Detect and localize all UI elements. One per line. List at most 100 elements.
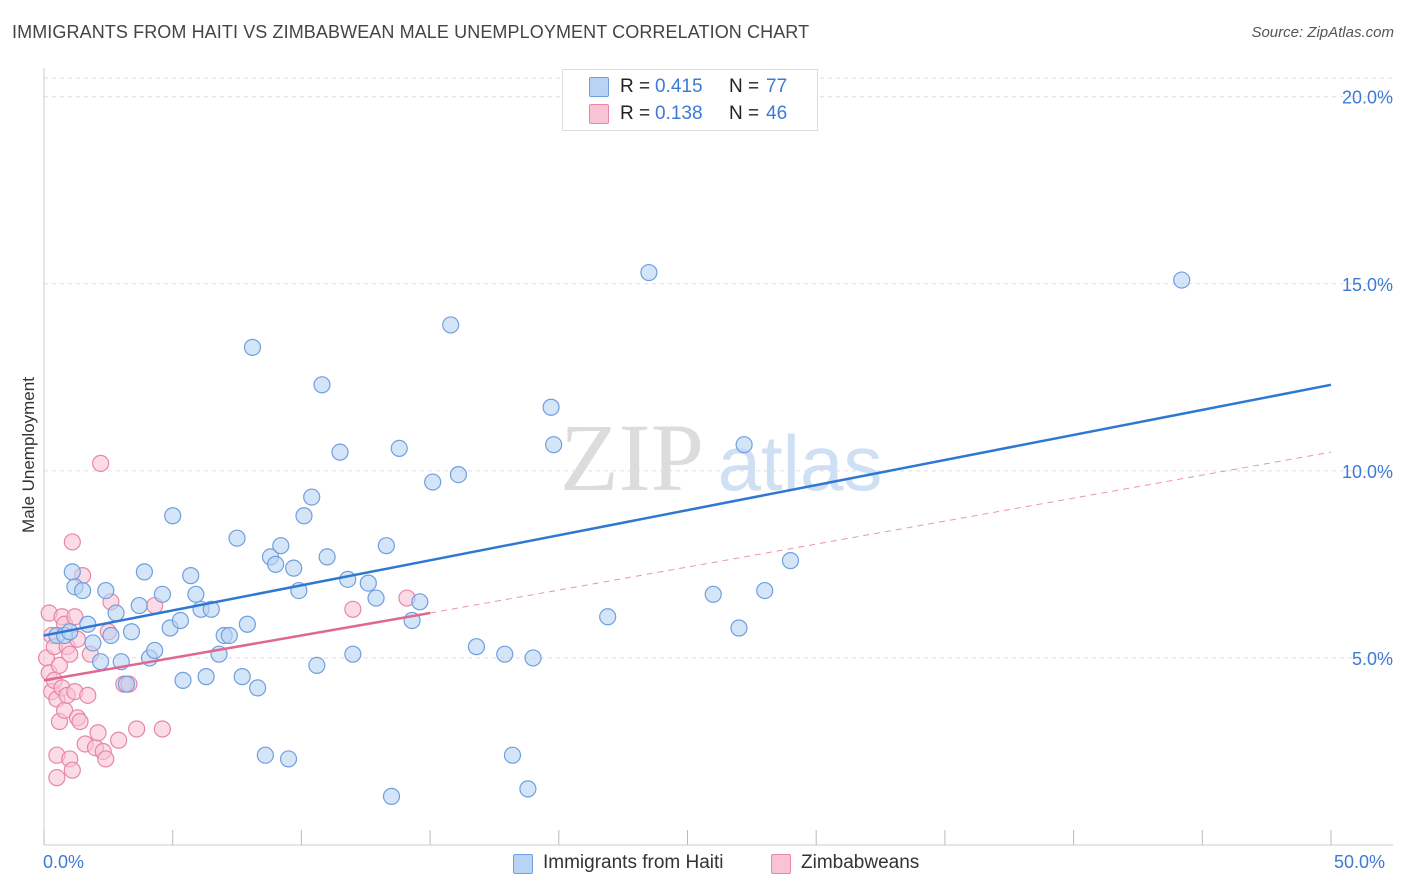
haiti-point: [220, 626, 238, 645]
haiti-point: [187, 585, 205, 603]
zimbabwean-point: [110, 731, 128, 749]
watermark-zip: ZIP: [560, 404, 704, 511]
haiti-point: [146, 641, 164, 660]
haiti-point: [781, 552, 800, 570]
y-tick-label: 20.0%: [1342, 88, 1393, 108]
zimbabwean-point: [61, 645, 79, 663]
legend-swatch-zimbabweans: [589, 104, 609, 124]
haiti-trendline: [43, 383, 1332, 637]
gridlines: [44, 77, 1393, 659]
chart-title: IMMIGRANTS FROM HAITI VS ZIMBABWEAN MALE…: [12, 22, 810, 42]
haiti-point: [256, 746, 274, 764]
haiti-point: [467, 638, 486, 656]
zimbabwean-point: [50, 656, 69, 675]
haiti-point: [117, 675, 135, 693]
haiti-point: [92, 653, 110, 671]
haiti-points: [48, 263, 1191, 805]
legend-swatch-haiti: [589, 77, 609, 97]
haiti-point: [640, 263, 658, 282]
bottom-legend-swatch-zimbabweans: [771, 854, 791, 874]
y-tick-label: 15.0%: [1342, 275, 1393, 295]
legend-n-label: N =: [729, 76, 760, 97]
haiti-point: [542, 398, 560, 416]
zimbabwean-point: [71, 712, 89, 731]
haiti-point: [135, 563, 153, 581]
bottom-legend-label-haiti: Immigrants from Haiti: [543, 852, 724, 873]
haiti-point: [377, 537, 395, 555]
haiti-point: [122, 623, 141, 641]
zimbabwean-point: [48, 769, 66, 787]
haiti-point: [303, 488, 321, 506]
haiti-point: [102, 626, 120, 645]
bottom-legend-label-zimbabweans: Zimbabweans: [801, 852, 920, 873]
haiti-point: [174, 671, 192, 689]
haiti-point: [295, 507, 313, 525]
haiti-point: [545, 436, 563, 454]
haiti-point: [97, 581, 115, 600]
haiti-point: [272, 537, 290, 555]
haiti-point: [318, 548, 336, 566]
zimbabwean-point: [66, 608, 84, 626]
legend-r-label: R =: [620, 103, 651, 124]
haiti-point: [233, 668, 251, 686]
haiti-point: [313, 376, 331, 394]
haiti-point: [267, 555, 285, 573]
haiti-point: [308, 656, 326, 675]
haiti-point: [84, 634, 102, 652]
haiti-point: [130, 596, 148, 615]
haiti-point: [704, 585, 722, 603]
legend-r-value: 0.138: [655, 103, 703, 124]
haiti-point: [524, 649, 542, 667]
watermark-atlas: atlas: [718, 419, 883, 507]
haiti-point: [1173, 271, 1191, 289]
haiti-point: [63, 563, 81, 581]
haiti-point: [382, 787, 401, 805]
y-tick-labels: 5.0% 10.0% 15.0% 20.0%: [1342, 88, 1393, 669]
haiti-point: [503, 746, 522, 764]
haiti-point: [107, 604, 125, 622]
zimbabwean-point: [344, 600, 362, 618]
zimbabwean-trendline-extension: [430, 451, 1332, 614]
zimbabwean-point: [63, 761, 81, 779]
haiti-point: [79, 615, 97, 633]
trendlines: [43, 383, 1332, 682]
haiti-point: [367, 589, 385, 607]
haiti-point: [359, 574, 377, 592]
zimbabwean-point: [153, 720, 172, 738]
haiti-point: [411, 593, 429, 611]
legend-n-value: 46: [766, 103, 788, 124]
haiti-point: [519, 780, 537, 798]
legend-r-value: 0.415: [655, 76, 703, 97]
zimbabwean-point: [63, 533, 81, 551]
correlation-legend: R = 0.415 N = 77 R = 0.138 N = 46: [562, 69, 818, 131]
haiti-point: [496, 645, 514, 663]
haiti-point: [228, 529, 246, 547]
haiti-point: [171, 611, 190, 630]
haiti-point: [279, 750, 298, 768]
haiti-point: [285, 559, 303, 577]
legend-n-label: N =: [729, 103, 760, 124]
chart-source: Source: ZipAtlas.com: [1251, 24, 1394, 41]
haiti-point: [182, 567, 200, 585]
haiti-point: [730, 619, 748, 637]
haiti-point: [74, 581, 92, 600]
haiti-point: [249, 679, 267, 697]
haiti-point: [449, 465, 468, 484]
haiti-point: [331, 443, 349, 461]
zimbabwean-point: [79, 686, 97, 704]
legend-n-value: 77: [766, 76, 788, 97]
y-tick-label: 10.0%: [1342, 462, 1393, 482]
axes: [43, 68, 1393, 846]
zimbabwean-point: [89, 724, 107, 742]
legend-r-label: R =: [620, 76, 651, 97]
haiti-point: [756, 581, 774, 600]
haiti-point: [238, 615, 256, 633]
haiti-point: [243, 338, 262, 356]
x-tick-label-min: 0.0%: [43, 852, 85, 872]
haiti-point: [153, 585, 172, 603]
zimbabwean-point: [128, 720, 146, 738]
haiti-point: [344, 645, 362, 663]
zimbabwean-point: [97, 750, 115, 768]
zimbabwean-point: [92, 454, 110, 472]
